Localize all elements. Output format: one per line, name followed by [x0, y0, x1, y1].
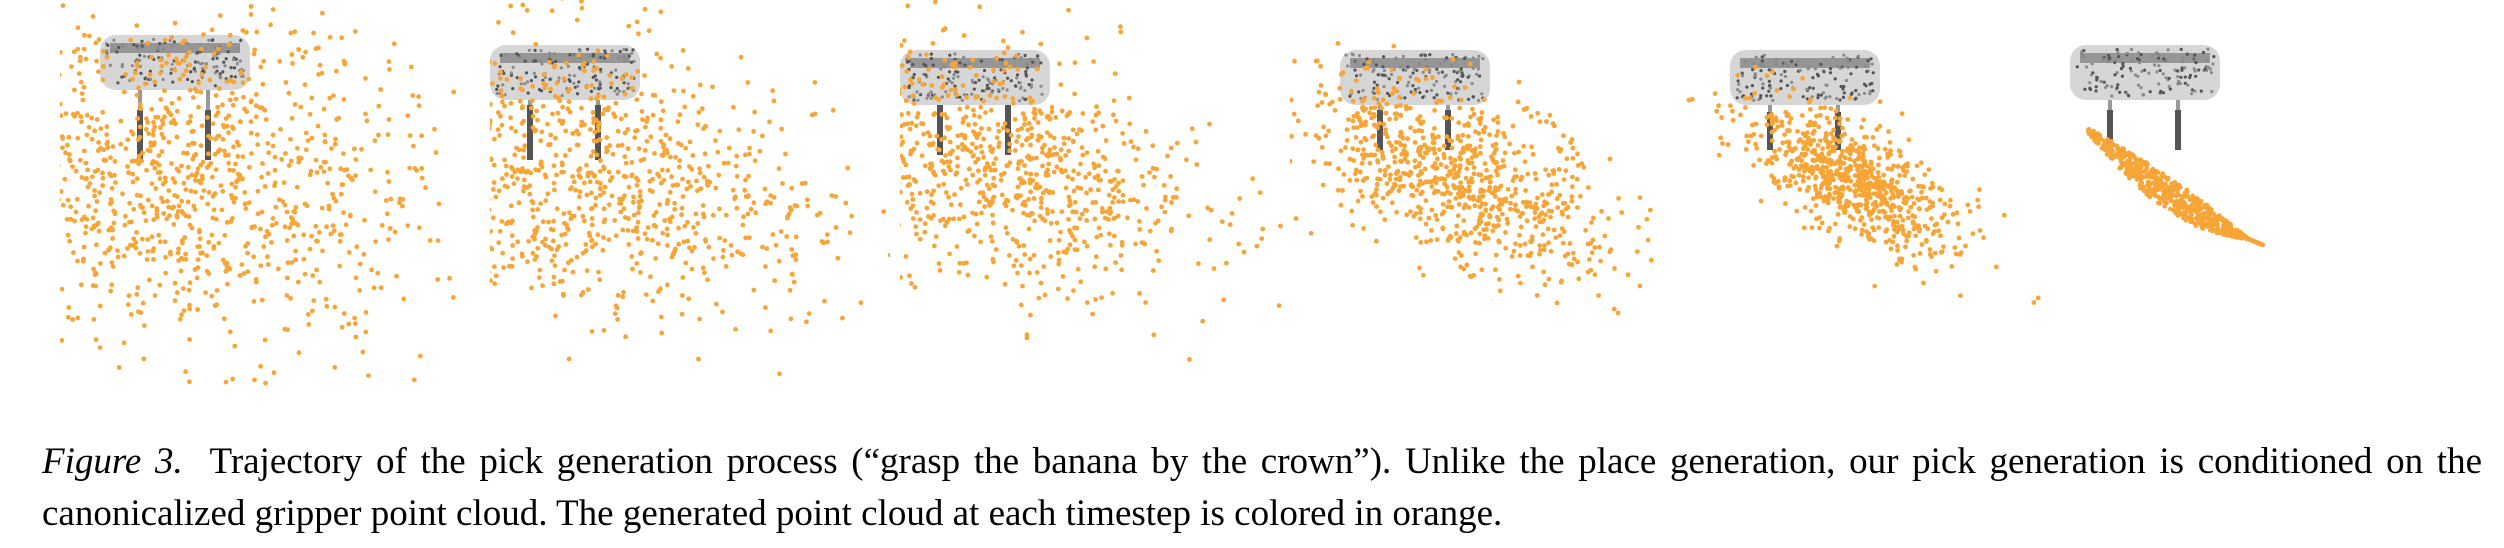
point-cloud-panel-2: [490, 0, 890, 377]
point-cloud-panel-3: [900, 0, 1283, 362]
figure-caption: Figure 3. Trajectory of the pick generat…: [42, 436, 2482, 540]
timestep-panel-6: [2050, 0, 2490, 400]
timestep-panel-5: [1680, 0, 2100, 400]
figure-label: Figure 3.: [42, 441, 183, 482]
timestep-panel-2: [490, 0, 890, 400]
point-cloud-panel-5: [1686, 50, 2041, 305]
timestep-panel-4: [1290, 0, 1710, 400]
generated-point-cloud: [60, 3, 460, 386]
timestep-panel-1: [60, 0, 460, 400]
generated-point-cloud: [2086, 126, 2266, 248]
generated-point-cloud: [900, 0, 1283, 362]
figure-strip: [60, 0, 2490, 400]
gripper-point-cloud: [2070, 45, 2220, 150]
gripper-point-cloud: [100, 35, 250, 160]
point-cloud-panel-4: [1290, 41, 1654, 316]
caption-text: Trajectory of the pick generation proces…: [42, 441, 2482, 534]
gripper-point-cloud: [900, 50, 1050, 155]
generated-point-cloud: [490, 0, 890, 377]
point-cloud-panel-6: [2070, 45, 2266, 248]
generated-point-cloud: [1686, 64, 2041, 305]
timestep-panel-3: [900, 0, 1320, 400]
point-cloud-panel-1: [60, 3, 460, 386]
generated-point-cloud: [1290, 41, 1654, 316]
